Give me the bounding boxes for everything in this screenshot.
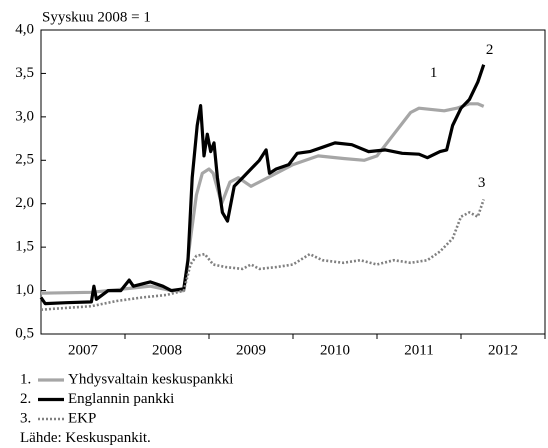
x-tick-label: 2012 <box>488 342 518 358</box>
chart-subtitle: Syyskuu 2008 = 1 <box>42 9 151 25</box>
series-line <box>40 198 485 311</box>
legend-prefix: 1. <box>20 371 31 387</box>
y-tick-label: 2,0 <box>15 195 34 211</box>
source: Lähde: Keskuspankit. <box>20 430 151 446</box>
y-tick-label: 1,0 <box>15 282 34 298</box>
series-line <box>40 102 485 295</box>
x-tick-label: 2008 <box>152 342 182 358</box>
series-label: 2 <box>486 42 494 58</box>
legend-prefix: 2. <box>20 391 31 407</box>
series-label: 1 <box>430 65 438 81</box>
x-tick-label: 2011 <box>404 342 433 358</box>
x-tick-label: 2010 <box>320 342 350 358</box>
series-line <box>39 64 486 306</box>
y-tick-label: 1,5 <box>15 239 34 255</box>
legend-prefix: 3. <box>20 410 31 426</box>
y-tick-label: 3,5 <box>15 65 34 81</box>
y-tick-label: 0,5 <box>15 325 34 341</box>
y-tick-label: 4,0 <box>15 21 34 37</box>
y-tick-label: 3,0 <box>15 108 34 124</box>
legend-label: Yhdysvaltain keskuspankki <box>68 371 233 387</box>
legend-label: EKP <box>68 410 96 426</box>
x-tick-label: 2009 <box>236 342 266 358</box>
y-tick-label: 2,5 <box>15 152 34 168</box>
legend-label: Englannin pankki <box>68 391 174 407</box>
series-label: 3 <box>478 175 486 191</box>
x-tick-label: 2007 <box>68 342 99 358</box>
